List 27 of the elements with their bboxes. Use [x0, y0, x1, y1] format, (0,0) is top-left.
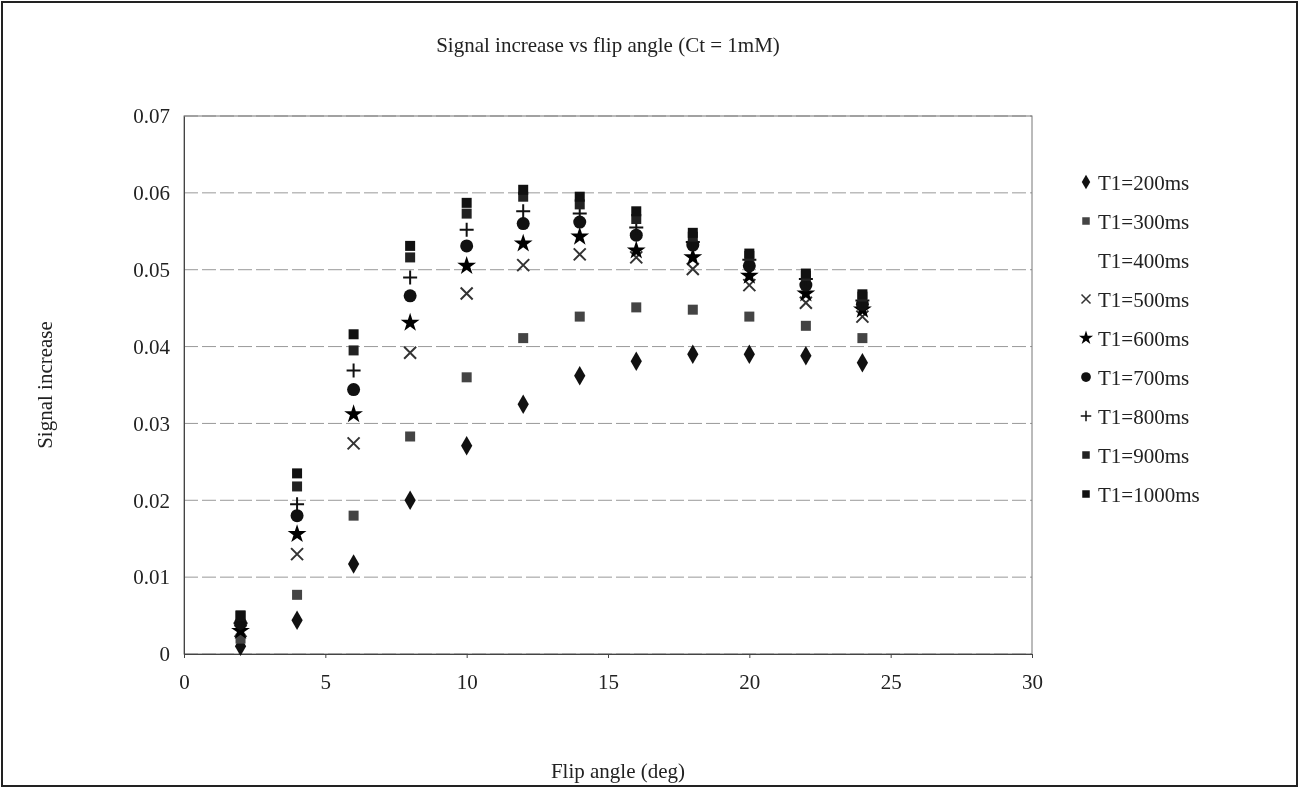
x-axis-title: Flip angle (deg): [550, 759, 686, 783]
y-tick-label: 0.05: [133, 257, 170, 282]
legend-label: T1=700ms: [1098, 366, 1190, 390]
y-tick-label: 0.03: [133, 411, 170, 436]
y-tick-label: 0: [159, 642, 170, 667]
legend-label: T1=500ms: [1098, 288, 1190, 312]
y-tick-label: 0.02: [133, 488, 170, 513]
chart-title: Signal increase vs flip angle (Ct = 1mM): [436, 33, 780, 57]
y-tick-label: 0.01: [133, 565, 170, 590]
legend-label: T1=300ms: [1098, 210, 1190, 234]
legend-label: T1=900ms: [1098, 444, 1190, 468]
x-tick-label: 20: [739, 669, 761, 694]
y-axis-title: Signal increase: [33, 321, 57, 449]
legend-label: T1=400ms: [1098, 249, 1190, 273]
legend-label: T1=1000ms: [1098, 483, 1200, 507]
x-tick-label: 25: [880, 669, 902, 694]
x-tick-label: 10: [456, 669, 478, 694]
y-tick-label: 0.06: [133, 181, 170, 206]
y-tick-label: 0.07: [133, 104, 170, 129]
x-tick-label: 15: [598, 669, 619, 694]
legend-label: T1=200ms: [1098, 171, 1190, 195]
y-tick-label: 0.04: [133, 334, 171, 359]
x-tick-label: 0: [179, 669, 190, 694]
legend-label: T1=800ms: [1098, 405, 1190, 429]
legend-label: T1=600ms: [1098, 327, 1190, 351]
x-tick-label: 5: [320, 669, 332, 694]
x-tick-label: 30: [1022, 669, 1043, 694]
